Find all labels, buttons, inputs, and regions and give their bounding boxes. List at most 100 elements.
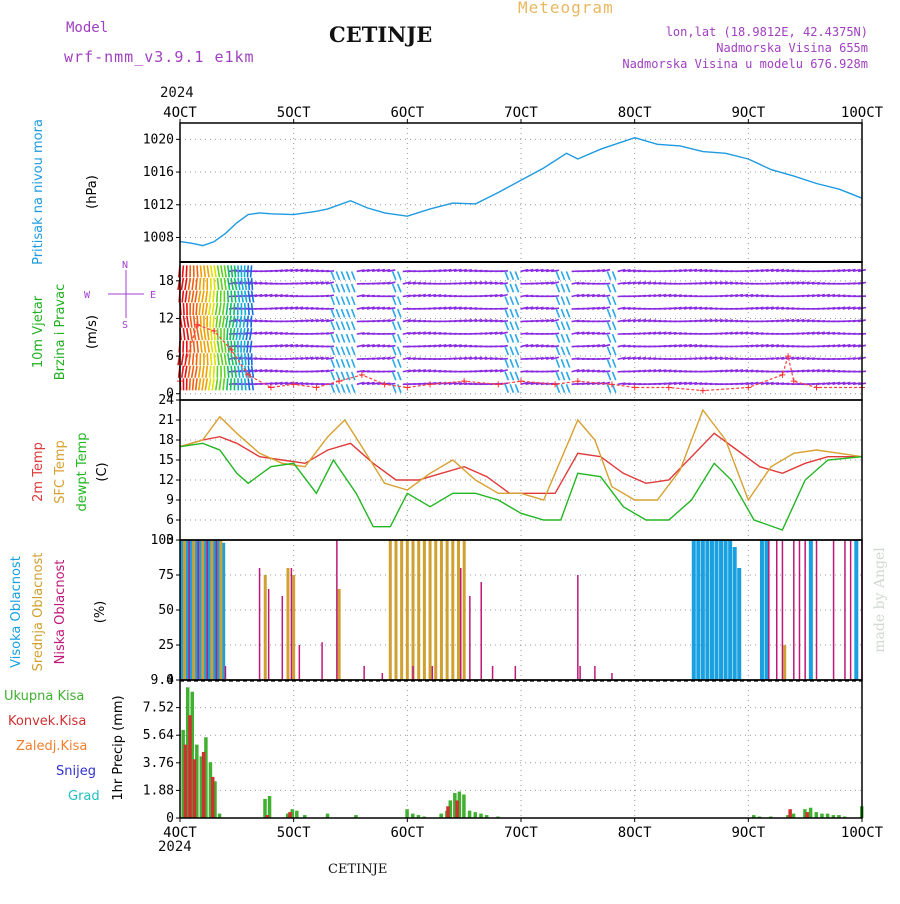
precip-legend-conv: Konvek.Kisa <box>8 714 86 729</box>
wind-barb <box>515 359 518 367</box>
wind-barb <box>214 278 215 290</box>
wind-barb <box>556 347 559 355</box>
y-tick-label: 50 <box>158 603 174 618</box>
wind-speed-marker <box>382 381 388 387</box>
wind-barb <box>224 278 226 290</box>
wind-barb <box>224 366 225 378</box>
wind-barb <box>515 347 518 355</box>
mid-cloud-bar <box>457 540 460 680</box>
wind-barb <box>207 265 209 277</box>
wind-barb <box>331 309 334 317</box>
station-title: CETINJE <box>329 22 432 47</box>
wind-barb <box>341 372 344 380</box>
high-cloud-bar <box>724 540 728 680</box>
y-tick-label: 6 <box>166 349 174 364</box>
wind-speed-marker <box>814 384 820 390</box>
wind-barb <box>224 265 226 277</box>
wind-barb <box>238 278 240 290</box>
wind-barb <box>181 278 183 290</box>
wind-barb <box>199 303 200 315</box>
wind-barb <box>190 378 191 390</box>
wind-barb <box>212 378 214 390</box>
low-cloud-bar <box>282 596 284 680</box>
wind-barb <box>352 372 355 380</box>
wind-barb <box>393 359 396 367</box>
wind-barb <box>187 328 189 340</box>
lonlat-label: lon,lat (18.9812E, 42.4375N) <box>666 25 868 39</box>
y-tick-label: 5.64 <box>143 728 174 743</box>
wind-barb <box>566 284 569 292</box>
wind-barb <box>347 384 350 392</box>
wind-barb <box>243 328 245 340</box>
mid-cloud-bar <box>338 589 341 680</box>
wind-barb <box>352 271 355 279</box>
wind-barb <box>347 284 350 292</box>
wind-barb <box>221 341 223 353</box>
wind-barb <box>248 353 249 365</box>
mid-cloud-bar <box>446 540 449 680</box>
wind-barb <box>561 284 564 292</box>
y-tick-label: 21 <box>158 413 174 428</box>
wind-barb <box>192 291 194 303</box>
wind-barb <box>196 353 197 365</box>
wind-barb <box>602 295 610 296</box>
precip-conv-bar <box>288 812 292 818</box>
wind-barb <box>510 347 513 355</box>
wind-barb <box>336 284 339 292</box>
wind-barb <box>551 308 559 309</box>
wind-speed-marker <box>336 378 342 384</box>
wind-barb <box>182 265 183 277</box>
wind-barb <box>221 278 222 290</box>
time-tick-label-top: 4OCT <box>163 105 197 121</box>
wind-barb <box>214 265 216 277</box>
dewpoint-line <box>180 443 862 530</box>
wind-barb <box>183 303 184 315</box>
wind-barb <box>248 378 249 390</box>
time-tick-label-top: 10OCT <box>841 105 884 121</box>
wind-barb <box>182 353 184 365</box>
y-tick-label: 3.76 <box>143 756 174 771</box>
wind-barb <box>238 353 240 365</box>
time-tick-label-bottom: 7OCT <box>504 825 538 841</box>
wind-barb <box>566 372 569 380</box>
wind-barb <box>231 291 232 303</box>
wind-barb <box>556 359 559 367</box>
low-cloud-bar <box>382 673 384 680</box>
wind-barb <box>209 378 211 390</box>
wind-barb <box>231 265 232 277</box>
wind-barb <box>218 265 220 277</box>
time-tick-label-top: 7OCT <box>504 105 538 121</box>
wind-barb <box>556 309 559 317</box>
low-cloud-bar <box>515 666 517 680</box>
low-cloud-bar <box>216 540 218 680</box>
wind-barb <box>347 271 350 279</box>
altitude-label: Nadmorska Visina 655m <box>716 41 868 55</box>
wind-barb <box>398 322 401 330</box>
wind-barb <box>193 353 194 365</box>
wind-barb <box>566 297 569 305</box>
y-tick-label: 1020 <box>143 132 174 147</box>
wind-barb <box>245 378 246 390</box>
wind-barb <box>607 347 610 355</box>
low-cloud-bar <box>197 540 199 680</box>
high-cloud-bar <box>809 540 813 680</box>
time-tick-label-bottom: 10OCT <box>841 825 884 841</box>
high-cloud-bar <box>760 540 764 680</box>
wind-barb <box>607 322 610 330</box>
wind-barb <box>331 359 334 367</box>
wind-barb <box>341 309 344 317</box>
wind-barb <box>240 328 242 340</box>
wind-barb <box>613 284 616 292</box>
wind-barb <box>505 297 508 305</box>
precip-conv-bar <box>211 777 215 818</box>
footer-station: CETINJE <box>328 862 387 877</box>
low-cloud-bar <box>432 666 434 680</box>
wind-barb <box>510 372 513 380</box>
precip-conv-bar <box>455 800 459 818</box>
wind-barb <box>613 384 616 392</box>
wind-barb <box>211 328 212 340</box>
wind-barb <box>341 284 344 292</box>
wind-barb <box>398 334 401 342</box>
high-cloud-bar <box>719 540 723 680</box>
wind-barb <box>510 322 513 330</box>
